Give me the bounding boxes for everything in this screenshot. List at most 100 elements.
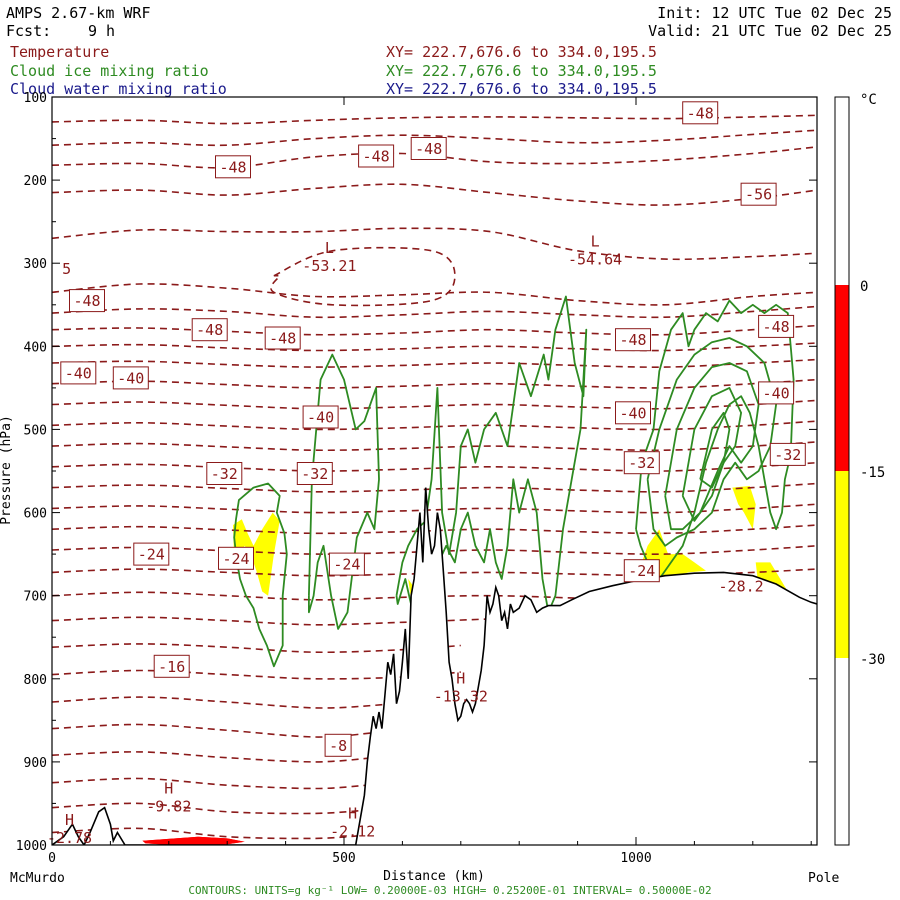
temperature-label-4: -56 (745, 186, 772, 204)
x-tick-label-2: 1000 (620, 851, 651, 866)
temperature-label-3: -48 (415, 140, 442, 158)
temperature-label-box-24 (324, 733, 352, 757)
temperature-label-24: -8 (329, 737, 347, 755)
temperature-contour-13 (52, 441, 817, 452)
cloud-ice-contour-5 (664, 362, 760, 531)
temperature-contour-27 (52, 777, 368, 790)
colorbar-segment-red (835, 285, 849, 471)
temperature-label-16: -32 (301, 465, 328, 483)
edge-label-0: 5 (62, 260, 71, 278)
fcst-label: Fcst: (6, 22, 52, 40)
temperature-label-box-0 (682, 101, 719, 125)
x-axis-label: Distance (km) (383, 869, 485, 884)
temperature-label-box-15 (206, 462, 243, 485)
extremum-kind-5: H (65, 811, 74, 829)
extremum-kind-3: H (164, 779, 173, 797)
y-tick-label-9: 1000 (16, 839, 47, 854)
cloud-water-fill-3 (732, 486, 756, 530)
temperature-label-0: -48 (687, 104, 714, 122)
cloud-ice-contour-4 (646, 337, 777, 547)
temperature-label-box-1 (215, 155, 251, 179)
contour-label-layer: -48 -48 -48 -48 -56 -48 -48 -48 -48 -48 -40 -40 -40 -… (47, 101, 806, 847)
temperature-contour-7 (52, 324, 817, 336)
colorbar-frame (834, 96, 850, 846)
temperature-label-box-10 (60, 361, 97, 385)
temperature-label-6: -48 (196, 321, 223, 339)
field-xy-cloud-ice: XY= 222.7,676.6 to 334.0,195.5 (386, 62, 657, 80)
y-tick-label-7: 800 (24, 673, 47, 688)
temperature-label-13: -40 (619, 404, 646, 422)
temperature-label-box-13 (615, 401, 651, 425)
field-xy-temperature: XY= 222.7,676.6 to 334.0,195.5 (386, 43, 657, 61)
temperature-label-19: -24 (138, 546, 165, 564)
temperature-label-box-17 (623, 451, 660, 475)
left-place-label: McMurdo (10, 871, 65, 886)
temperature-label-8: -48 (619, 331, 646, 349)
temperature-contour-11 (52, 399, 817, 410)
temperature-label-1: -48 (219, 158, 246, 176)
y-tick-label-0: 100 (24, 91, 47, 106)
temperature-label-box-18 (769, 442, 806, 466)
cloud-water-fill-5 (408, 579, 415, 600)
extremum-kind-0: L (325, 239, 334, 257)
temperature-contour-17 (52, 524, 817, 535)
temperature-label-box-9 (758, 314, 795, 338)
temperature-label-11: -40 (117, 369, 144, 387)
temperature-label-15: -32 (211, 465, 238, 483)
temperature-label-box-5 (69, 289, 105, 313)
cloud-ice-contour-7 (699, 411, 731, 489)
field-name-temperature: Temperature (10, 43, 110, 61)
y-tick-label-5: 600 (24, 507, 47, 522)
x-tick-label-0: 0 (48, 851, 56, 866)
temperature-label-box-12 (302, 405, 339, 429)
temperature-label-box-22 (623, 559, 660, 583)
extremum-kind-2: H (456, 670, 465, 688)
temperature-label-10: -40 (65, 364, 92, 382)
temperature-label-box-7 (264, 326, 301, 350)
surface-fill-0 (142, 836, 245, 845)
temperature-label-box-19 (133, 542, 170, 566)
temperature-label-20: -24 (222, 550, 249, 568)
cloud-ice-contour-6 (681, 386, 742, 522)
extremum-value-4: -2.12 (330, 822, 375, 840)
temperature-contour-5 (52, 283, 817, 306)
temperature-contour-24 (52, 696, 432, 709)
colorbar-segment-yellow (835, 471, 849, 658)
temperature-label-box-8 (615, 328, 651, 352)
temperature-label-box-6 (191, 318, 228, 342)
temperature-contour-3 (52, 183, 817, 206)
temperature-label-box-21 (328, 552, 365, 576)
valid-time: Valid: 21 UTC Tue 02 Dec 25 (648, 22, 892, 40)
temperature-contour-12 (52, 420, 817, 431)
temperature-contour-15 (52, 482, 817, 493)
edge-label-1: -28.2 (719, 578, 764, 596)
cloud-ice-contour-layer (233, 295, 795, 668)
temperature-contour-6 (52, 305, 817, 319)
extremum-value-3: -9.82 (146, 797, 191, 815)
extremum-kind-1: L (591, 233, 600, 251)
temperature-label-5: -48 (73, 292, 100, 310)
extremum-kind-4: H (348, 804, 357, 822)
contour-info-footer: CONTOURS: UNITS=g kg⁻¹ LOW= 0.20000E-03 … (188, 884, 711, 897)
temperature-label-7: -48 (269, 330, 296, 348)
field-name-cloud-ice: Cloud ice mixing ratio (10, 62, 209, 80)
cloud-ice-contour-1 (307, 353, 380, 630)
cloud-ice-contour-2 (395, 295, 588, 614)
temperature-label-box-11 (112, 366, 149, 390)
temperature-label-18: -32 (774, 446, 801, 464)
y-tick-label-2: 300 (24, 257, 47, 272)
terrain-line (52, 487, 817, 845)
extremum-value-0: -53.21 (302, 257, 356, 275)
temperature-label-14: -40 (763, 384, 790, 402)
closed-low-contour-0 (270, 246, 456, 307)
terrain-layer (52, 487, 817, 845)
temperature-contour-4 (52, 227, 817, 261)
temperature-label-22: -24 (628, 562, 655, 580)
terrain-mask (52, 487, 817, 845)
temperature-label-12: -40 (307, 409, 334, 427)
temperature-contour-22 (52, 643, 461, 654)
temperature-contour-21 (52, 615, 549, 626)
temperature-contour-10 (52, 378, 817, 389)
